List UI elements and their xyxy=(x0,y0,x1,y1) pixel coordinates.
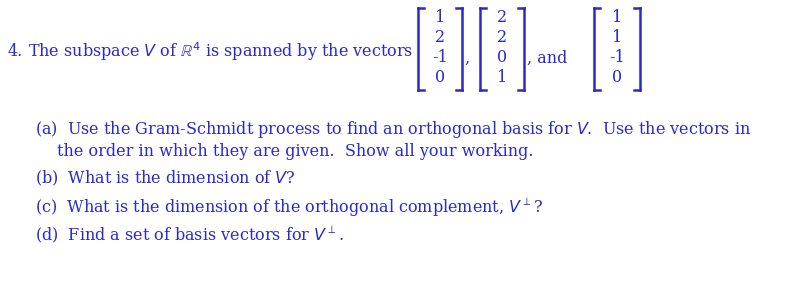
Text: (b)  What is the dimension of $V$?: (b) What is the dimension of $V$? xyxy=(35,168,296,188)
Text: (a)  Use the Gram-Schmidt process to find an orthogonal basis for $V$.  Use the : (a) Use the Gram-Schmidt process to find… xyxy=(35,119,751,140)
Text: -1: -1 xyxy=(432,50,448,67)
Text: 4.: 4. xyxy=(8,44,23,60)
Text: 0: 0 xyxy=(612,69,622,86)
Text: 0: 0 xyxy=(435,69,445,86)
Text: (d)  Find a set of basis vectors for $V^{\perp}$.: (d) Find a set of basis vectors for $V^{… xyxy=(35,225,344,245)
Text: 1: 1 xyxy=(497,69,507,86)
Text: , and: , and xyxy=(527,50,567,67)
Text: ,: , xyxy=(464,50,469,67)
Text: -1: -1 xyxy=(609,50,625,67)
Text: 0: 0 xyxy=(497,50,507,67)
Text: The subspace $V$ of $\mathbb{R}^4$ is spanned by the vectors: The subspace $V$ of $\mathbb{R}^4$ is sp… xyxy=(28,41,413,63)
Text: (c)  What is the dimension of the orthogonal complement, $V^{\perp}$?: (c) What is the dimension of the orthogo… xyxy=(35,196,543,218)
Text: the order in which they are given.  Show all your working.: the order in which they are given. Show … xyxy=(57,143,533,161)
Text: 2: 2 xyxy=(497,10,507,27)
Text: 2: 2 xyxy=(435,29,445,46)
Text: 1: 1 xyxy=(612,29,622,46)
Text: 1: 1 xyxy=(612,10,622,27)
Text: 2: 2 xyxy=(497,29,507,46)
Text: 1: 1 xyxy=(435,10,445,27)
